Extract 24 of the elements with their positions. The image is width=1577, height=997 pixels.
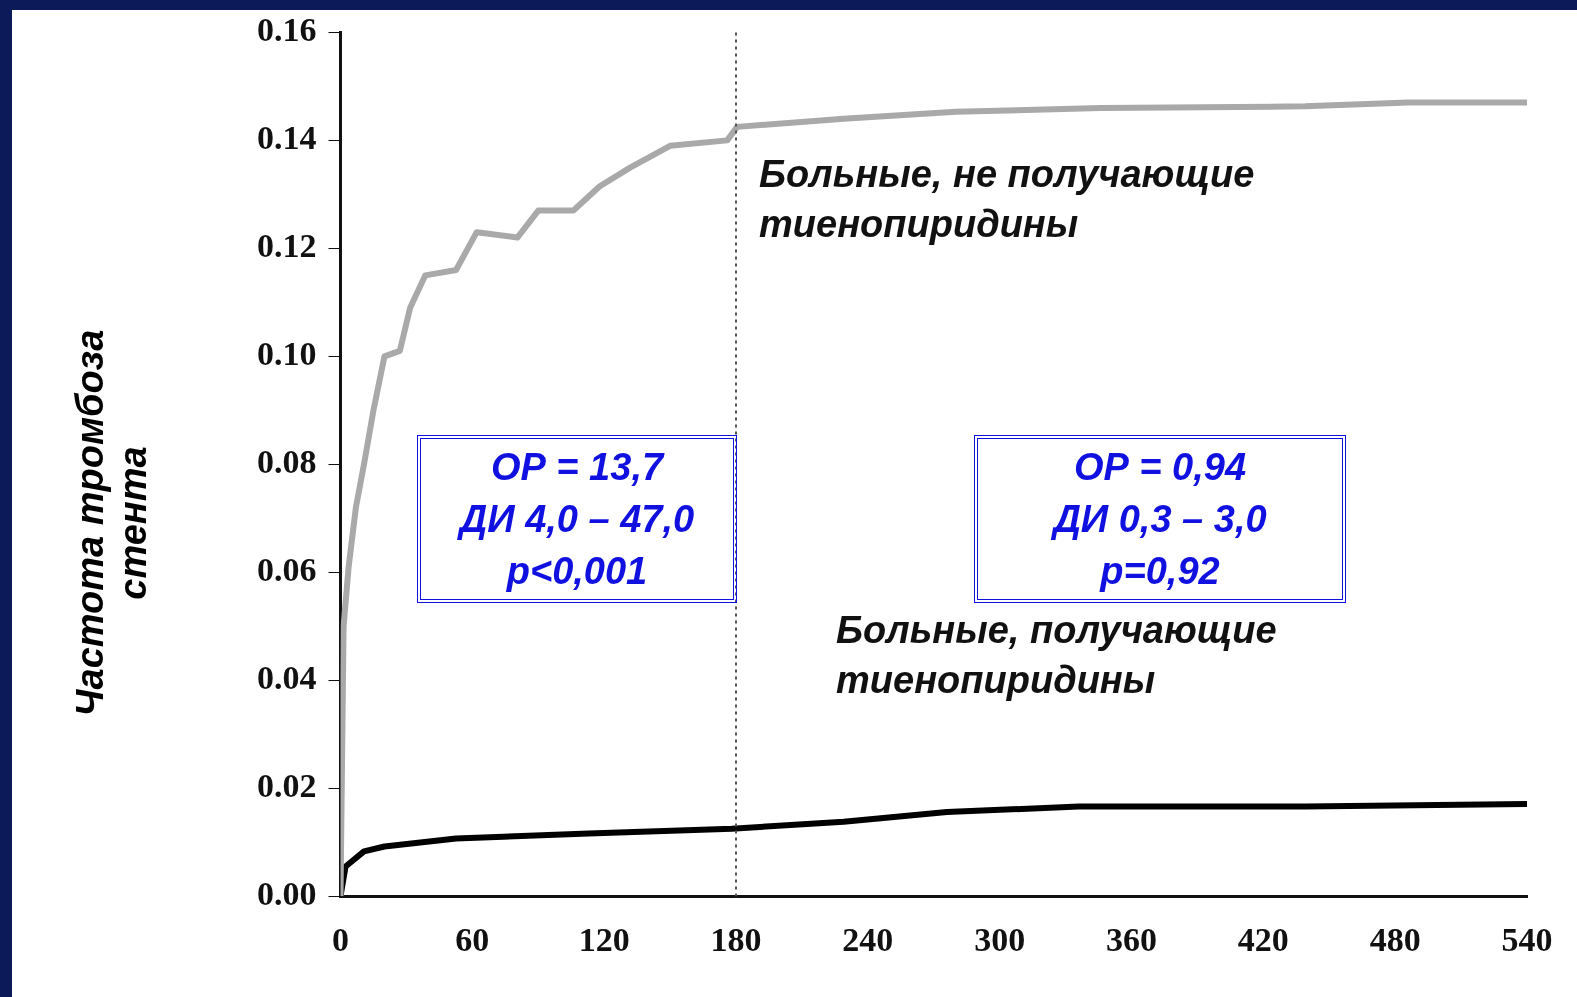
x-tick-label: 120 [578,921,630,959]
x-tick-label: 60 [455,921,490,959]
y-tick-label: 0.08 [257,443,317,481]
y-axis-title: Частота тромбоза стента [69,328,155,719]
annotation: ОР = 13,7 ДИ 4,0 – 47,0 p<0,001 [417,435,737,603]
x-tick-label: 240 [842,921,894,959]
y-tick-label: 0.10 [257,335,317,373]
x-tick-label: 180 [710,921,762,959]
y-tick-label: 0.04 [257,659,317,697]
x-tick-label: 300 [974,921,1026,959]
y-tick-label: 0.02 [257,767,317,805]
text: Больные, получающие тиенопиридины [836,609,1277,702]
series-label: Больные, не получающие тиенопиридины [759,153,1255,246]
y-tick-label: 0.16 [257,11,317,49]
y-tick-label: 0.12 [257,227,317,265]
x-tick-label: 0 [332,921,349,959]
x-tick-label: 360 [1106,921,1157,959]
x-tick-label: 480 [1369,921,1421,959]
x-tick-label: 540 [1501,921,1553,959]
y-tick-label: 0.00 [257,874,317,912]
x-tick-label: 420 [1237,921,1289,959]
y-tick-label: 0.14 [257,119,317,157]
annotation: ОР = 0,94 ДИ 0,3 – 3,0 p=0,92 [974,435,1346,603]
y-tick-label: 0.06 [257,551,317,589]
